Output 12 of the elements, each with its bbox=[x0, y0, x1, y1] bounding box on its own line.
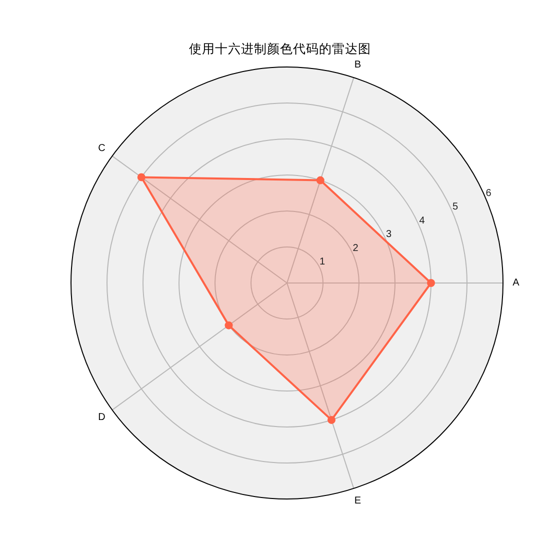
y-tick-label: 2 bbox=[352, 242, 359, 254]
spoke-label: A bbox=[512, 278, 520, 288]
y-tick-label: 3 bbox=[386, 229, 392, 240]
y-tick-label: 6 bbox=[486, 188, 492, 199]
y-tick-label: 5 bbox=[452, 202, 459, 213]
y-tick-label: 4 bbox=[419, 215, 426, 226]
spoke-label: E bbox=[354, 495, 362, 506]
spoke-label: D bbox=[98, 412, 106, 424]
spoke-label: B bbox=[354, 60, 362, 71]
y-tick-label: 1 bbox=[319, 256, 326, 268]
spoke-label: C bbox=[98, 142, 106, 154]
chart-title: 使用十六进制颜色代码的雷达图 bbox=[189, 42, 371, 56]
